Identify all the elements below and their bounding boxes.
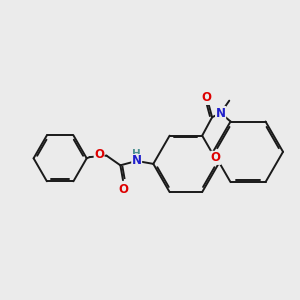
Text: N: N — [216, 106, 226, 119]
Text: H: H — [132, 148, 141, 158]
Text: O: O — [211, 151, 221, 164]
Text: O: O — [94, 148, 104, 161]
Text: N: N — [132, 154, 142, 167]
Text: O: O — [118, 183, 128, 196]
Text: O: O — [202, 92, 212, 104]
